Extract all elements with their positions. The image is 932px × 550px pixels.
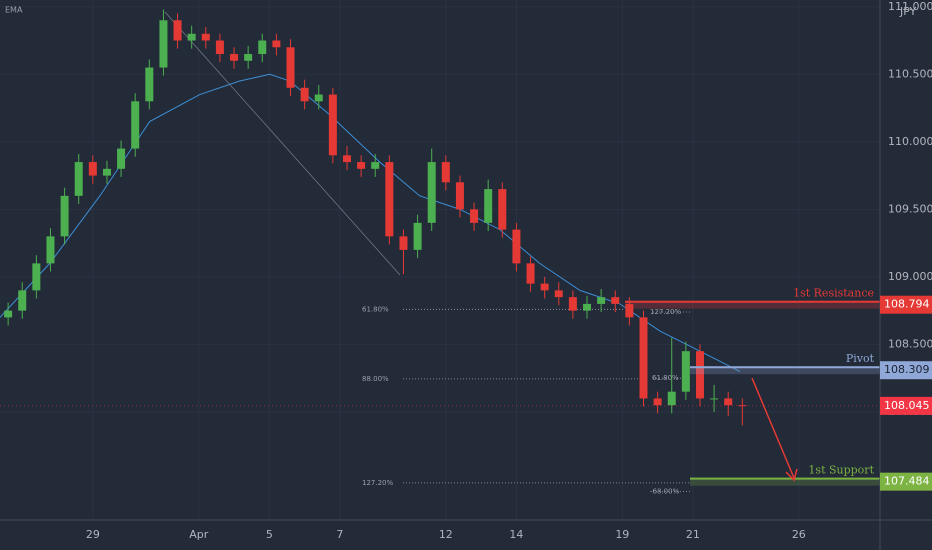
candle-body [484, 189, 493, 223]
fib-label: 61.80% [652, 374, 679, 382]
current-price-label: 108.045 [884, 399, 930, 412]
candle-body [357, 162, 366, 169]
candle-body [173, 20, 182, 41]
level-band [625, 300, 880, 309]
current-price-box [880, 396, 932, 415]
candle-body [131, 101, 140, 149]
level-price: 108.794 [884, 298, 930, 311]
fib-label: -68.00% [650, 488, 680, 496]
candle-body [88, 162, 97, 176]
ema-line [0, 73, 741, 372]
candle-body [427, 162, 436, 223]
candle-body [583, 303, 592, 311]
x-tick-label: 12 [439, 528, 453, 541]
level-band [690, 477, 880, 486]
x-tick-label: 7 [336, 528, 343, 541]
arrow-head [785, 468, 798, 482]
candle-body [710, 398, 719, 400]
fib-label: 127.20% [362, 479, 393, 487]
candle-body [60, 195, 69, 237]
level-name: 1st Support [808, 464, 874, 477]
candle-body [32, 263, 41, 291]
candle-body [470, 209, 479, 223]
candle-body [695, 351, 704, 399]
y-tick-label: 111.000 [888, 0, 932, 13]
candle-body [498, 189, 507, 230]
y-tick-label: 109.000 [888, 270, 932, 283]
currency-label: JPY [899, 5, 917, 18]
candle-body [554, 290, 563, 298]
candle-body [738, 405, 747, 407]
candle-body [625, 303, 634, 318]
level-name: Pivot [846, 352, 875, 365]
candle-body [187, 33, 196, 41]
level-price-box [880, 361, 932, 380]
candle-body [117, 148, 126, 169]
fib-label: 127.20% [650, 308, 681, 316]
level-price: 107.484 [884, 475, 930, 488]
x-tick-label: Apr [189, 528, 209, 541]
candle-body [215, 40, 224, 55]
candle-body [244, 54, 253, 61]
candle-body [611, 297, 620, 304]
fib-label: 88.00% [362, 375, 389, 383]
candle-body [667, 391, 676, 406]
trend-line [164, 11, 401, 276]
candle-body [413, 222, 422, 250]
forecast-arrow [751, 377, 795, 479]
candle-body [540, 283, 549, 291]
candle-body [681, 351, 690, 392]
x-tick-label: 19 [615, 528, 629, 541]
x-tick-label: 26 [792, 528, 806, 541]
candle-body [512, 229, 521, 264]
candle-body [314, 94, 323, 102]
x-tick-label: 5 [266, 528, 273, 541]
candle-body [639, 317, 648, 399]
candle-body [272, 40, 281, 48]
candle-body [597, 297, 606, 304]
candle-body [4, 310, 13, 318]
y-tick-label: 109.500 [888, 202, 932, 215]
level-band [690, 366, 880, 375]
x-tick-label: 21 [686, 528, 700, 541]
fib-label: 61.80% [362, 305, 389, 313]
candle-body [18, 290, 27, 311]
level-price: 108.309 [884, 363, 930, 376]
candle-body [342, 155, 351, 163]
candle-body [371, 162, 380, 169]
candle-body [258, 40, 267, 55]
candle-body [385, 162, 394, 237]
candle-body [230, 54, 239, 61]
candle-body [399, 236, 408, 250]
candle-body [145, 67, 154, 102]
level-price-box [880, 295, 932, 314]
candle-body [300, 87, 309, 102]
candle-body [102, 168, 111, 176]
x-tick-label: 29 [86, 528, 100, 541]
candle-body [328, 94, 337, 156]
candle-body [568, 297, 577, 311]
candle-body [653, 398, 662, 406]
level-name: 1st Resistance [793, 287, 874, 300]
x-tick-label: 14 [509, 528, 523, 541]
candle-body [526, 263, 535, 284]
candle-body [724, 398, 733, 406]
candle-body [201, 33, 210, 41]
y-tick-label: 110.500 [888, 67, 932, 80]
indicator-label: EMA [5, 6, 23, 15]
y-tick-label: 110.000 [888, 135, 932, 148]
candle-body [441, 162, 450, 183]
candle-body [46, 236, 55, 264]
candle-body [74, 162, 83, 196]
y-tick-label: 108.500 [888, 337, 932, 350]
plot: 61.80% 127.20% 88.00% 61.80% 127.20% -68.00% 1… [0, 9, 880, 496]
candle-body [455, 182, 464, 210]
candle-body [286, 47, 295, 88]
candle-body [159, 20, 168, 68]
level-price-box [880, 472, 932, 491]
